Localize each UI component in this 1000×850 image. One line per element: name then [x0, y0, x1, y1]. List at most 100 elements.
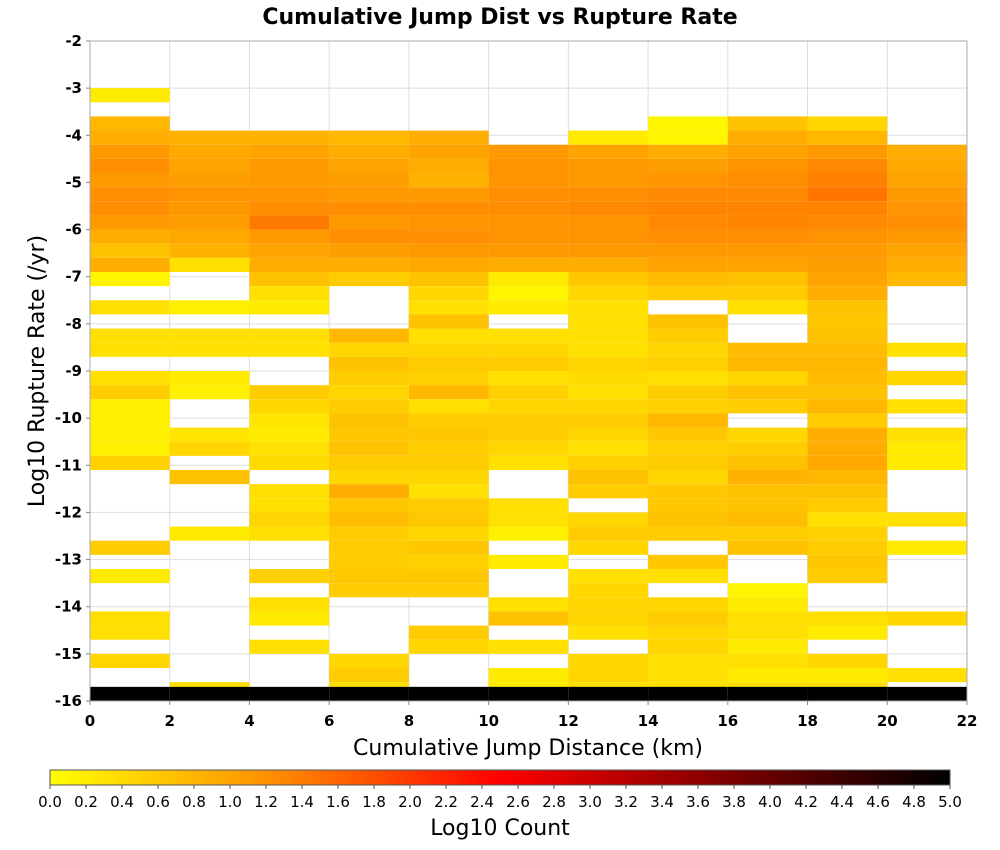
heatmap-cell — [249, 512, 330, 527]
heatmap-cell — [727, 286, 808, 301]
heatmap-cell — [329, 554, 409, 569]
y-tick-label: -14 — [55, 598, 82, 616]
chart-title: Cumulative Jump Dist vs Rupture Rate — [262, 5, 737, 30]
heatmap-cell — [727, 173, 808, 188]
colorbar-ticks: 0.0 0.2 0.4 0.6 0.8 1.0 1.2 1.4 1.6 1.8 2.0 2.2 2.4 2… — [38, 785, 962, 811]
heatmap-cell — [408, 554, 489, 569]
heatmap-cell — [887, 686, 967, 701]
heatmap-cell — [408, 583, 489, 598]
heatmap-cell — [488, 300, 569, 315]
colorbar-tick-label: 0.6 — [146, 793, 170, 811]
heatmap-cell — [887, 187, 967, 202]
heatmap-cell — [727, 342, 808, 357]
heatmap-cell — [488, 286, 569, 301]
heatmap-cell — [249, 158, 330, 173]
heatmap-cell — [90, 130, 170, 145]
heatmap-cell — [648, 158, 728, 173]
heatmap-cell — [488, 201, 569, 216]
heatmap-cell — [169, 130, 250, 145]
heatmap-cell — [648, 455, 728, 470]
heatmap-cell — [887, 668, 967, 683]
heatmap-cell — [727, 229, 808, 244]
heatmap-cell — [408, 686, 489, 701]
heatmap-cell — [329, 569, 409, 584]
heatmap-cell — [90, 625, 170, 640]
heatmap-cell — [648, 526, 728, 541]
colorbar-tick-label: 0.4 — [110, 793, 134, 811]
heatmap-cell — [90, 455, 170, 470]
heatmap-cell — [488, 385, 569, 400]
heatmap-cell — [408, 215, 489, 230]
y-axis-ticks: -2 -3 -4 -5 -6 -7 -8 -9 -10 -11 -12 -13 -14 -15 -16 — [55, 32, 90, 710]
heatmap-cell — [648, 286, 728, 301]
heatmap-cell — [648, 371, 728, 386]
y-tick-label: -3 — [65, 79, 82, 97]
heatmap-cell — [329, 243, 409, 258]
heatmap-cell — [329, 526, 409, 541]
heatmap-cell — [648, 215, 728, 230]
heatmap-cell — [727, 639, 808, 654]
heatmap-cell — [169, 470, 250, 485]
heatmap-cell — [887, 229, 967, 244]
heatmap-cell — [90, 187, 170, 202]
heatmap-cell — [648, 597, 728, 612]
heatmap-cell — [807, 498, 888, 513]
colorbar-label: Log10 Count — [430, 816, 570, 841]
colorbar-tick-label: 3.6 — [686, 793, 710, 811]
colorbar-tick-label: 3.8 — [722, 793, 746, 811]
heatmap-cell — [568, 371, 649, 386]
heatmap-cell — [648, 229, 728, 244]
heatmap-cell — [329, 201, 409, 216]
heatmap-cell — [887, 144, 967, 159]
heatmap-cell — [249, 187, 330, 202]
heatmap-cell — [807, 201, 888, 216]
heatmap-cell — [90, 215, 170, 230]
heatmap-cell — [648, 639, 728, 654]
colorbar-tick-label: 1.2 — [254, 793, 278, 811]
heatmap-cell — [329, 187, 409, 202]
heatmap-cell — [329, 470, 409, 485]
heatmap-cell — [648, 116, 728, 131]
heatmap-cell — [488, 512, 569, 527]
heatmap-cell — [727, 201, 808, 216]
colorbar-tick-label: 1.0 — [218, 793, 242, 811]
x-tick-label: 8 — [404, 712, 414, 730]
heatmap-cell — [887, 342, 967, 357]
heatmap-cell — [568, 413, 649, 428]
heatmap-cell — [488, 356, 569, 371]
heatmap-cell — [488, 686, 569, 701]
heatmap-cell — [568, 470, 649, 485]
heatmap-cell — [329, 272, 409, 287]
heatmap-cell — [249, 286, 330, 301]
heatmap-cell — [648, 385, 728, 400]
heatmap-cell — [408, 328, 489, 343]
y-tick-label: -16 — [55, 692, 82, 710]
heatmap-cell — [727, 427, 808, 442]
heatmap-cell — [249, 639, 330, 654]
heatmap-cell — [648, 201, 728, 216]
heatmap-cell — [90, 371, 170, 386]
heatmap-cell — [90, 385, 170, 400]
heatmap-cell — [408, 569, 489, 584]
heatmap-cell — [727, 356, 808, 371]
heatmap-cell — [488, 441, 569, 456]
heatmap-cell — [807, 385, 888, 400]
heatmap-cell — [408, 526, 489, 541]
heatmap-cell — [807, 130, 888, 145]
heatmap-cell — [408, 484, 489, 499]
heatmap-cell — [488, 639, 569, 654]
heatmap-cell — [408, 187, 489, 202]
x-tick-label: 14 — [638, 712, 659, 730]
heatmap-cell — [249, 686, 330, 701]
heatmap-cell — [727, 385, 808, 400]
heatmap-cell — [807, 427, 888, 442]
heatmap-cell — [488, 187, 569, 202]
colorbar-tick-label: 4.8 — [902, 793, 926, 811]
heatmap-cell — [249, 385, 330, 400]
heatmap-cell — [488, 668, 569, 683]
heatmap-cell — [807, 187, 888, 202]
colorbar-tick-label: 3.2 — [614, 793, 638, 811]
heatmap-cell — [90, 441, 170, 456]
heatmap-cell — [408, 257, 489, 272]
heatmap-cell — [727, 625, 808, 640]
